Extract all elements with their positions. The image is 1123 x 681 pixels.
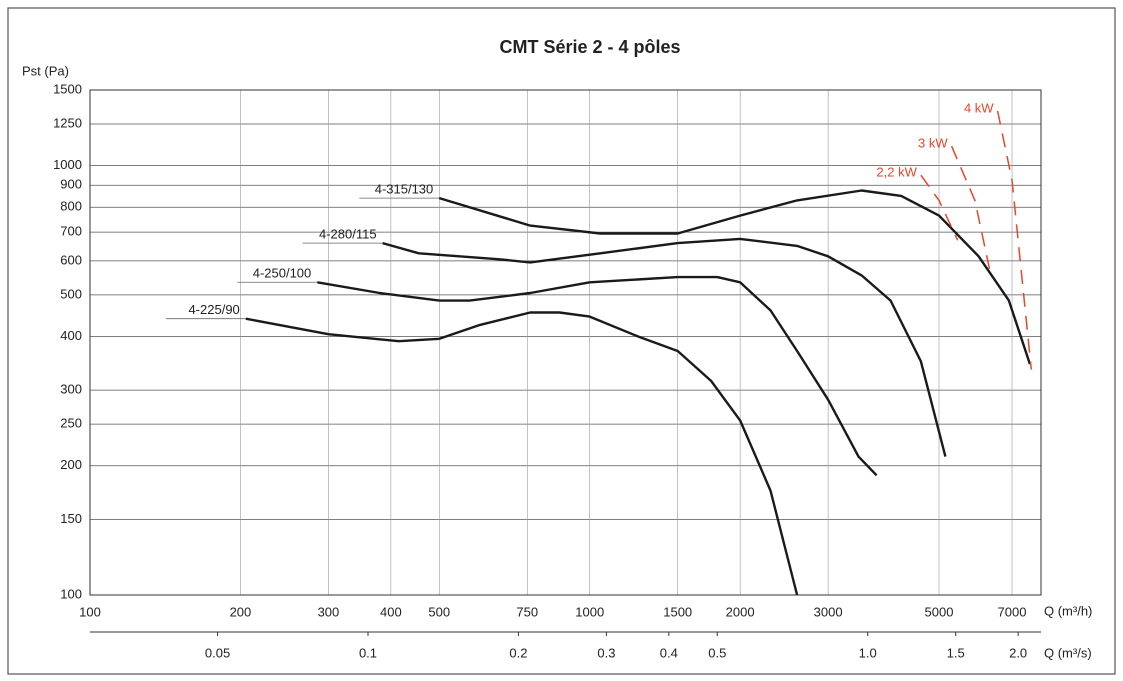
y-tick-label: 250 xyxy=(60,416,82,431)
y-tick-label: 1500 xyxy=(53,81,82,96)
series-label: 4 kW xyxy=(964,100,994,115)
y-tick-label: 600 xyxy=(60,252,82,267)
series-label: 4-280/115 xyxy=(319,227,377,242)
x-tick-label: 400 xyxy=(380,604,402,619)
x2-tick-label: 0.2 xyxy=(509,645,527,660)
x2-tick-label: 0.1 xyxy=(359,645,377,660)
x-tick-label: 100 xyxy=(79,604,101,619)
x-tick-label: 1000 xyxy=(575,604,604,619)
y-tick-label: 700 xyxy=(60,224,82,239)
x2-tick-label: 0.3 xyxy=(597,645,615,660)
x2-tick-label: 1.5 xyxy=(947,645,965,660)
y-tick-label: 1250 xyxy=(53,115,82,130)
y-tick-label: 900 xyxy=(60,177,82,192)
series-line xyxy=(382,237,947,457)
series-line xyxy=(245,311,799,596)
x-tick-label: 500 xyxy=(428,604,450,619)
chart-title: CMT Série 2 - 4 pôles xyxy=(499,37,680,57)
series-line xyxy=(317,275,878,477)
frame xyxy=(7,7,1116,675)
x-tick-label: 200 xyxy=(230,604,252,619)
y-tick-label: 100 xyxy=(60,586,82,601)
y-tick-label: 150 xyxy=(60,511,82,526)
x-tick-label: 1500 xyxy=(663,604,692,619)
x2-tick-label: 0.05 xyxy=(205,645,230,660)
series-line xyxy=(950,145,992,276)
y-tick-label: 300 xyxy=(60,382,82,397)
x-tick-label: 5000 xyxy=(925,604,954,619)
x-axis-label: Q (m³/h) xyxy=(1044,603,1092,618)
series-label: 4-315/130 xyxy=(375,182,434,197)
series-line xyxy=(996,110,1033,370)
x-tick-label: 750 xyxy=(516,604,538,619)
x2-tick-label: 0.5 xyxy=(708,645,726,660)
y-tick-label: 800 xyxy=(60,199,82,214)
x2-tick-label: 1.0 xyxy=(859,645,877,660)
series-label: 2,2 kW xyxy=(876,165,917,180)
y-axis-label: Pst (Pa) xyxy=(22,63,69,78)
y-tick-label: 1000 xyxy=(53,157,82,172)
series-label: 4-250/100 xyxy=(253,266,312,281)
series-label: 3 kW xyxy=(918,136,948,151)
y-tick-label: 500 xyxy=(60,286,82,301)
x-tick-label: 2000 xyxy=(726,604,755,619)
series-line xyxy=(438,189,1032,365)
series-line xyxy=(920,174,959,241)
x2-tick-label: 2.0 xyxy=(1009,645,1027,660)
x-tick-label: 300 xyxy=(318,604,340,619)
y-tick-label: 200 xyxy=(60,457,82,472)
series-label: 4-225/90 xyxy=(188,302,239,317)
x2-tick-label: 0.4 xyxy=(660,645,678,660)
plot-area xyxy=(89,89,1042,596)
y-tick-label: 400 xyxy=(60,328,82,343)
x-tick-label: 7000 xyxy=(998,604,1027,619)
x2-axis-label: Q (m³/s) xyxy=(1044,645,1092,660)
x-tick-label: 3000 xyxy=(814,604,843,619)
